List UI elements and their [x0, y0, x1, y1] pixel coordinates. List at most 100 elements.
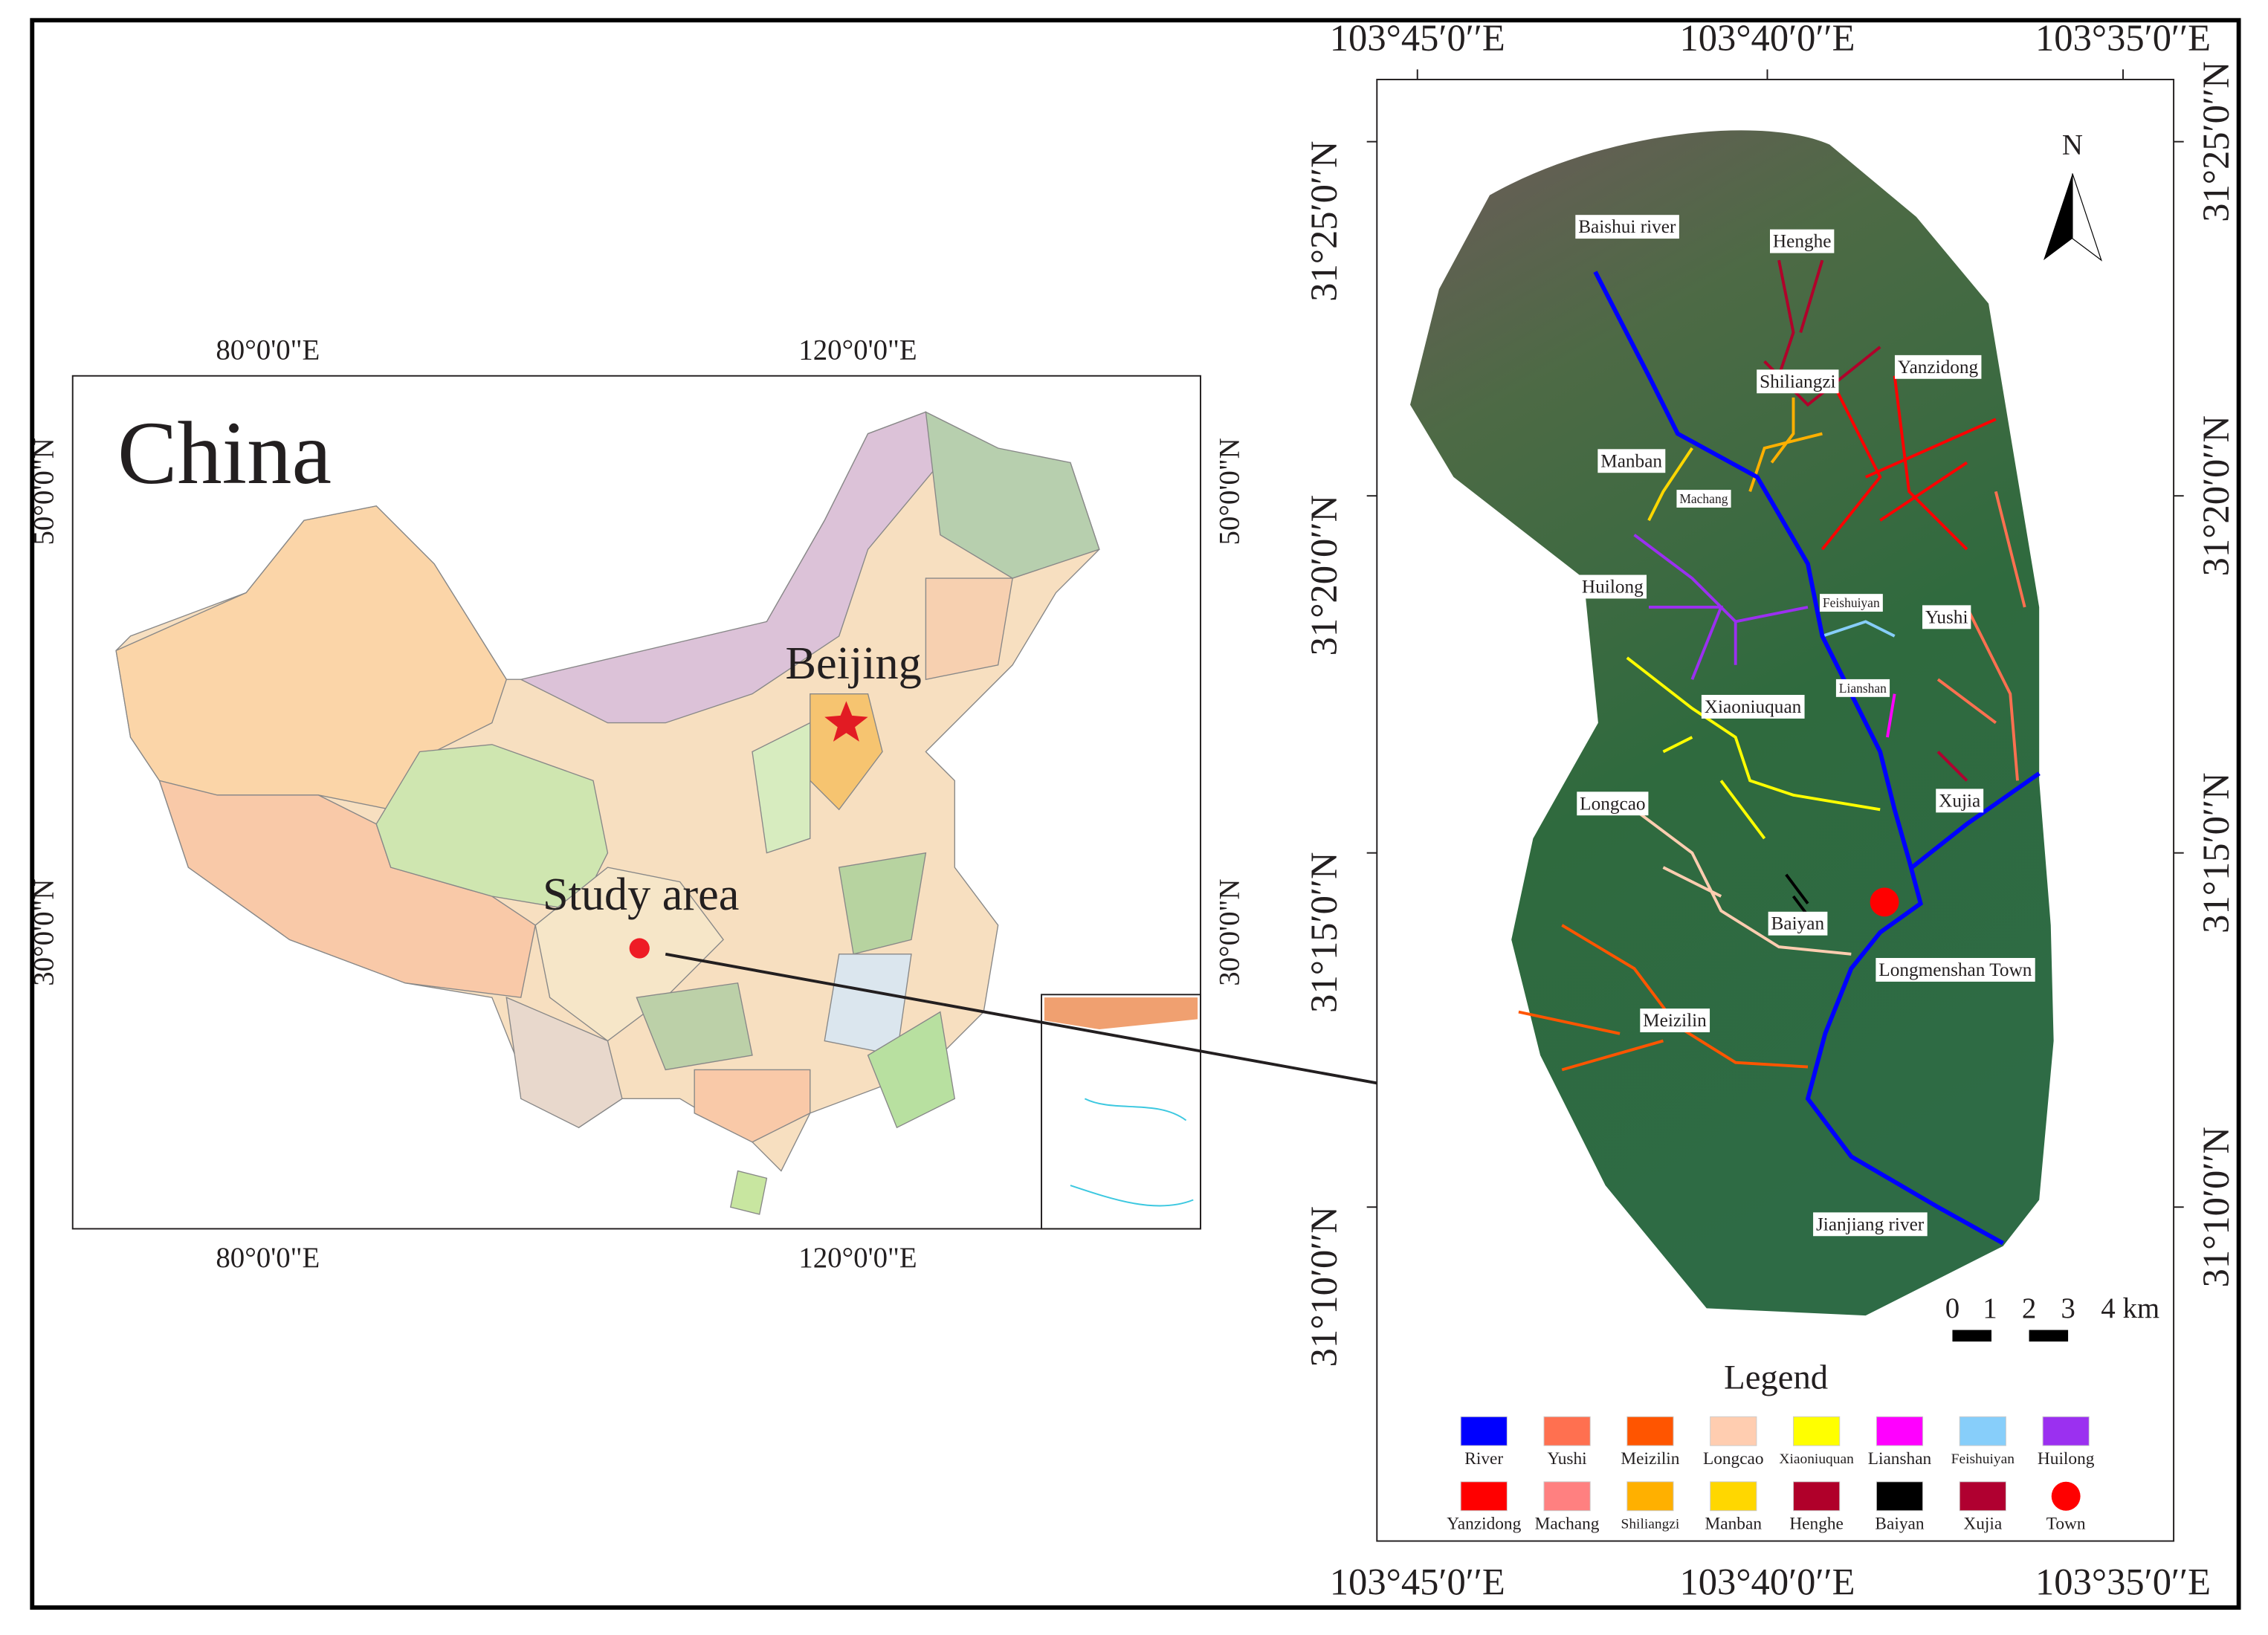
legend-label: River	[1464, 1449, 1503, 1469]
lon-label: 103°40′0′′E	[1679, 17, 1855, 59]
label-box	[1757, 369, 1839, 394]
label-box	[1769, 229, 1835, 253]
legend-label: Henghe	[1789, 1515, 1844, 1534]
legend-swatch	[1876, 1481, 1924, 1512]
legend-label: Yushi	[1548, 1449, 1588, 1469]
lat-label: 31°25′0′′N	[1303, 140, 1345, 301]
place-label: Henghe	[1773, 231, 1832, 252]
place-label: Manban	[1600, 450, 1662, 471]
label-box	[1640, 1008, 1710, 1032]
legend-label: Yanzidong	[1447, 1515, 1521, 1534]
place-label: Feishuiyan	[1823, 595, 1880, 610]
place-label: Machang	[1679, 491, 1728, 506]
scale-bar	[1952, 1330, 1991, 1342]
lon-label: 103°45′0′′E	[1330, 17, 1505, 59]
legend-swatch	[1460, 1481, 1508, 1512]
china-title: China	[117, 404, 332, 503]
place-label: Longcao	[1580, 793, 1645, 814]
label-box	[1768, 911, 1828, 936]
legend-label: Baiyan	[1875, 1515, 1924, 1534]
place-label: Meizilin	[1643, 1010, 1707, 1031]
streams	[1518, 259, 2041, 1246]
scale-label: 4 km	[2101, 1292, 2159, 1324]
place-label: Xiaoniuquan	[1705, 696, 1802, 717]
lon-label: 80°0'0"E	[216, 1242, 320, 1274]
place-label: Shiliangzi	[1760, 371, 1835, 392]
legend-swatch	[1793, 1416, 1841, 1446]
lat-label: 50°0'0"N	[1214, 438, 1246, 545]
capital-star	[824, 701, 868, 742]
legend-label: Longcao	[1703, 1449, 1764, 1469]
legend-swatch	[1460, 1416, 1508, 1446]
lat-label: 30°0'0"N	[28, 878, 60, 985]
place-label: Xujia	[1939, 790, 1980, 811]
lon-label: 103°45′0′′E	[1330, 1561, 1505, 1602]
study-area-point	[629, 938, 650, 959]
legend-swatch	[1626, 1416, 1674, 1446]
lon-label: 103°40′0′′E	[1679, 1561, 1855, 1602]
label-box	[1701, 694, 1805, 719]
label-box	[1676, 490, 1731, 508]
inset-islands	[1070, 1098, 1194, 1207]
inset-coast	[1044, 997, 1198, 1029]
satellite-image	[1410, 130, 2054, 1316]
legend-label: Feishuiyan	[1951, 1451, 2015, 1467]
lat-label: 30°0'0"N	[1214, 878, 1246, 985]
legend-label: Xujia	[1963, 1515, 2002, 1534]
study-area-label: Study area	[543, 870, 739, 920]
label-box	[1835, 679, 1890, 697]
scale-bar	[2029, 1330, 2069, 1342]
legend-label: Huilong	[2038, 1449, 2095, 1469]
lon-label: 80°0'0"E	[216, 334, 320, 366]
china-shape	[115, 411, 1100, 1215]
outer-frame	[30, 18, 2241, 1610]
label-box	[1597, 449, 1666, 473]
place-label: Baishui river	[1578, 216, 1676, 237]
label-box	[1579, 574, 1647, 599]
label-box	[1936, 789, 1984, 813]
legend-swatch	[1959, 1416, 2006, 1446]
label-box	[1894, 354, 1982, 379]
scale-label: 1	[1983, 1292, 1997, 1324]
legend-swatch	[1543, 1481, 1591, 1512]
legend-swatch	[1710, 1481, 1757, 1512]
lat-label: 31°10′0′′N	[1303, 1206, 1345, 1367]
capital-label: Beijing	[786, 638, 922, 689]
arrow	[665, 952, 1490, 1110]
place-label: Jianjiang river	[1816, 1214, 1925, 1234]
legend-swatch	[1959, 1481, 2006, 1512]
legend-title: Legend	[1724, 1358, 1828, 1396]
legend-swatch	[1876, 1416, 1924, 1446]
legend-label: Town	[2046, 1515, 2086, 1534]
lat-label: 31°20′0′′N	[2195, 415, 2237, 576]
lat-label: 50°0'0"N	[28, 438, 60, 545]
north-label: N	[2062, 129, 2083, 161]
legend-label: Xiaoniuquan	[1779, 1451, 1854, 1467]
label-box	[1922, 605, 1971, 629]
lon-label: 103°35′0′′E	[2035, 1561, 2211, 1602]
lat-label: 31°25′0′′N	[2195, 61, 2237, 221]
place-label: Huilong	[1582, 576, 1644, 597]
scale-label: 0	[1945, 1292, 1960, 1324]
label-box	[1577, 791, 1649, 816]
place-label: Lianshan	[1839, 681, 1887, 696]
lat-label: 31°15′0′′N	[2195, 772, 2237, 933]
label-box	[1575, 215, 1679, 239]
legend-swatch	[1710, 1416, 1757, 1446]
lat-label: 31°20′0′′N	[1303, 495, 1345, 655]
town-point	[1870, 887, 1899, 917]
lon-label: 120°0'0"E	[798, 334, 917, 366]
legend-label: Lianshan	[1868, 1449, 1932, 1469]
place-label: Yushi	[1925, 606, 1968, 627]
lat-label: 31°15′0′′N	[1303, 852, 1345, 1012]
legend-label: Manban	[1705, 1515, 1763, 1534]
legend-label: Meizilin	[1621, 1449, 1679, 1469]
lon-label: 103°35′0′′E	[2035, 17, 2211, 59]
legend-swatch	[1543, 1416, 1591, 1446]
legend-swatch	[1626, 1481, 1674, 1512]
label-box	[1876, 958, 2035, 982]
place-label: Longmenshan Town	[1878, 959, 2032, 980]
place-label: Baiyan	[1771, 913, 1825, 934]
legend-label: Shiliangzi	[1621, 1517, 1680, 1532]
inset-frame	[1041, 994, 1201, 1230]
